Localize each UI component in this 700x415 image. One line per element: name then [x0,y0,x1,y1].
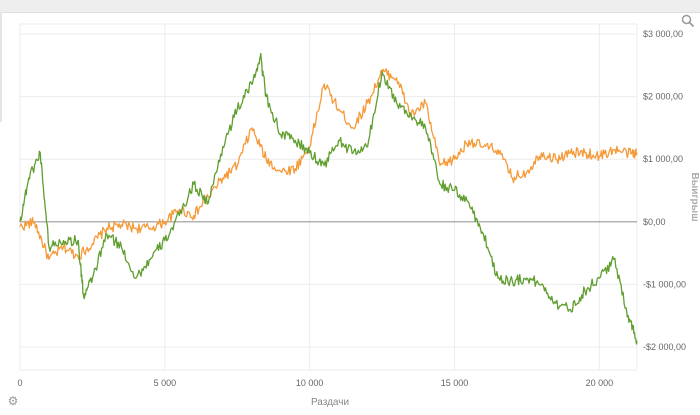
x-tick-label: 0 [17,378,22,388]
y-tick-label: $2 000,00 [643,92,683,102]
plot-area [19,23,638,371]
series-line-2 [19,52,638,345]
x-axis-label: Раздачи [311,397,349,408]
chart-grid [19,23,638,371]
y-tick-label: -$1 000,00 [643,279,686,289]
y-tick-label: $3 000,00 [643,29,683,39]
y-tick-label: $1 000,00 [643,154,683,164]
window-top-bar [0,0,700,13]
y-tick-label: $0,00 [643,217,666,227]
series-line-1 [19,68,638,261]
window-left-edge [0,12,2,122]
x-tick-label: 15 000 [441,378,469,388]
x-axis-ticks: 0 5 000 10 000 15 000 20 000 [17,378,613,388]
x-tick-label: 20 000 [586,378,614,388]
y-axis-label: Выигрыш [689,172,700,221]
x-tick-label: 10 000 [296,378,324,388]
chart-series [19,52,638,345]
y-axis-ticks: $3 000,00 $2 000,00 $1 000,00 $0,00 -$1 000,… [643,29,686,352]
y-tick-label: -$2 000,00 [643,342,686,352]
x-tick-label: 5 000 [154,378,177,388]
magnifier-icon[interactable] [681,14,695,28]
gear-icon[interactable]: ⚙ [7,394,19,408]
